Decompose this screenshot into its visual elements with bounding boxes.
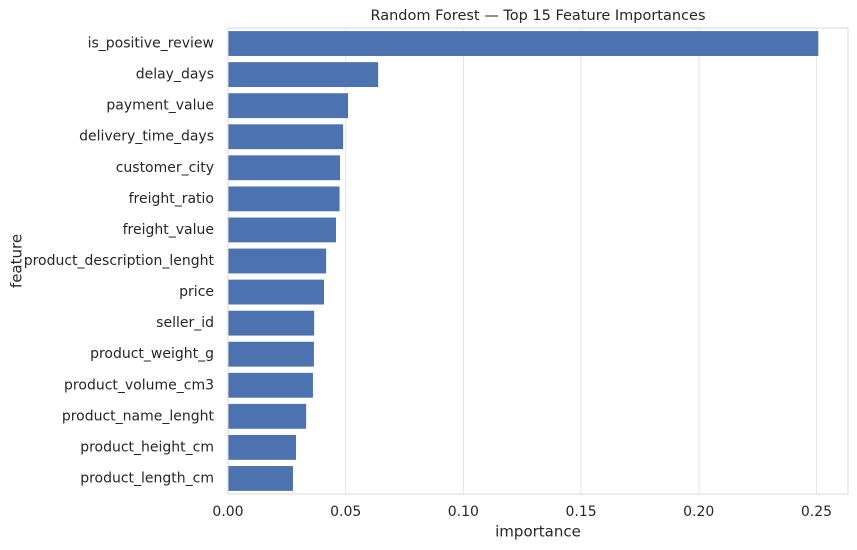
bar (228, 466, 293, 491)
y-tick-label: product_length_cm (80, 470, 214, 486)
bar (228, 93, 349, 119)
bar (228, 124, 344, 150)
x-axis-label: importance (495, 523, 581, 541)
bar (228, 310, 315, 336)
bar (228, 186, 340, 212)
y-tick-label: delivery_time_days (79, 129, 214, 145)
bar (228, 31, 819, 56)
bar (228, 217, 337, 243)
x-tick-label: 0.00 (212, 504, 243, 520)
bar (228, 341, 314, 367)
plot-frame (227, 27, 849, 495)
bar (228, 434, 297, 460)
y-tick-label: product_description_lenght (24, 253, 215, 269)
bar (228, 403, 307, 429)
y-tick-label: price (179, 284, 214, 300)
x-tick-label: 0.10 (448, 504, 479, 520)
bar (228, 248, 327, 274)
y-tick-label: payment_value (106, 98, 214, 114)
y-tick-label: seller_id (156, 315, 214, 331)
y-tick-label: product_volume_cm3 (64, 377, 214, 393)
y-tick-label: customer_city (116, 160, 214, 176)
x-tick-label: 0.05 (330, 504, 361, 520)
y-tick-label: product_name_lenght (62, 408, 215, 424)
y-tick-label: product_weight_g (90, 346, 214, 362)
bar (228, 155, 341, 181)
y-tick-label: is_positive_review (88, 36, 214, 52)
y-tick-label: delay_days (136, 67, 214, 83)
x-tick-label: 0.15 (565, 504, 596, 520)
y-tick-label: freight_value (123, 222, 214, 238)
bar (228, 62, 379, 88)
x-tick-label: 0.25 (801, 504, 832, 520)
y-tick-label: product_height_cm (80, 439, 214, 455)
chart-title: Random Forest — Top 15 Feature Importanc… (370, 8, 705, 24)
y-axis-label: feature (8, 234, 26, 288)
bar (228, 372, 313, 398)
bar (228, 279, 325, 305)
x-tick-label: 0.20 (683, 504, 714, 520)
y-tick-label: freight_ratio (129, 191, 214, 207)
